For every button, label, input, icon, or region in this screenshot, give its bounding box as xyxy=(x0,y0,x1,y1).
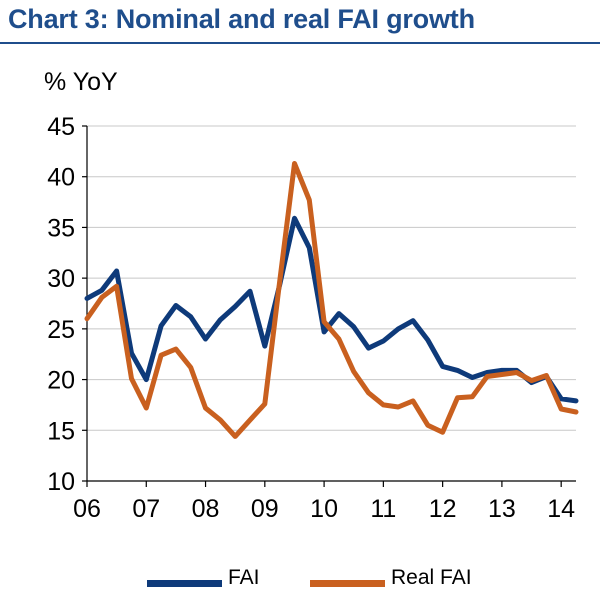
x-tick-label-06: 06 xyxy=(73,495,101,523)
x-tick-label-10: 10 xyxy=(310,495,338,523)
series-line-real-fai xyxy=(84,161,579,439)
legend-swatch-real-fai xyxy=(310,580,385,587)
y-axis-unit-label: % YoY xyxy=(44,68,118,96)
x-tick-label-11: 11 xyxy=(370,495,396,523)
title-underline xyxy=(0,42,600,44)
series-line-fai xyxy=(84,215,579,404)
x-tick-label-09: 09 xyxy=(251,495,279,523)
chart-title: Chart 3: Nominal and real FAI growth xyxy=(8,4,475,34)
y-tick-label-15: 15 xyxy=(47,417,75,445)
y-tick-label-35: 35 xyxy=(47,214,75,242)
legend-label-real-fai: Real FAI xyxy=(391,566,472,589)
y-tick-label-20: 20 xyxy=(47,367,75,395)
x-tick-label-13: 13 xyxy=(488,495,516,523)
y-tick-label-25: 25 xyxy=(47,316,75,344)
y-tick-label-45: 45 xyxy=(47,113,75,141)
x-tick-label-12: 12 xyxy=(429,495,457,523)
y-tick-label-40: 40 xyxy=(47,164,75,192)
x-tick-label-07: 07 xyxy=(132,495,160,523)
x-tick-label-14: 14 xyxy=(547,495,575,523)
legend-label-fai: FAI xyxy=(228,566,260,589)
x-tick-label-08: 08 xyxy=(192,495,220,523)
legend-swatch-fai xyxy=(147,580,222,587)
y-tick-label-10: 10 xyxy=(47,468,75,496)
y-tick-label-30: 30 xyxy=(47,265,75,293)
